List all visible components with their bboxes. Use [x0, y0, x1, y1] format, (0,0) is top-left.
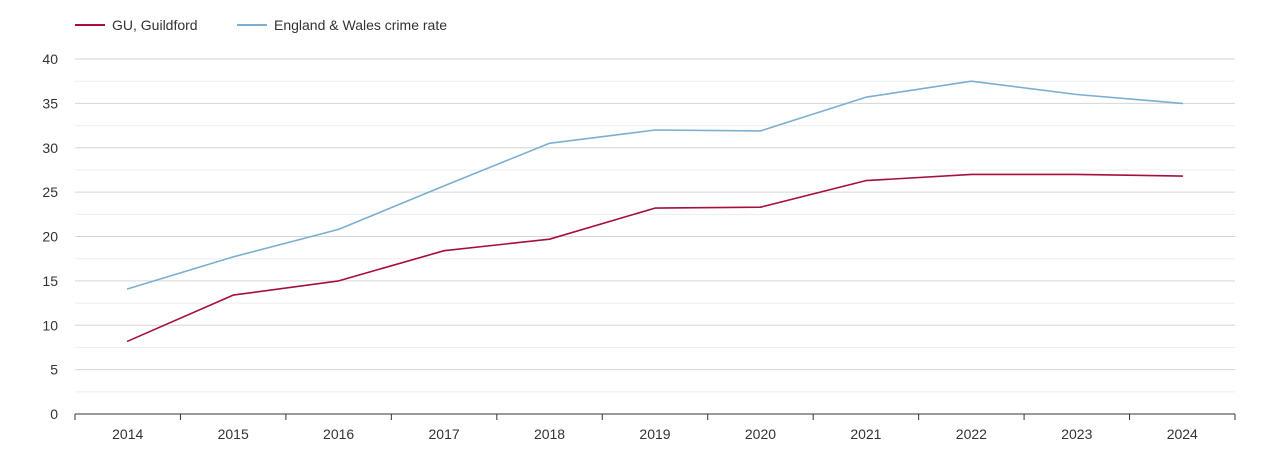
y-tick-label: 10 — [42, 317, 58, 333]
x-tick-label: 2017 — [429, 426, 460, 442]
plot-area — [126, 80, 1184, 343]
series-line-england-wales-crime-rate — [126, 80, 1184, 290]
x-tick-label: 2019 — [639, 426, 670, 442]
x-tick-label: 2023 — [1061, 426, 1092, 442]
y-tick-label: 30 — [42, 140, 58, 156]
x-tick-label: 2020 — [745, 426, 776, 442]
x-tick-label: 2018 — [534, 426, 565, 442]
legend-label: England & Wales crime rate — [274, 17, 447, 33]
x-tick-label: 2014 — [112, 426, 143, 442]
x-tick-label: 2016 — [323, 426, 354, 442]
chart-gridlines — [75, 58, 1235, 393]
y-tick-label: 5 — [50, 362, 58, 378]
x-tick-label: 2021 — [850, 426, 881, 442]
series-line-gu-guildford — [126, 173, 1184, 343]
y-axis: 0 5 10 15 20 25 30 35 40 — [42, 51, 58, 422]
legend-label: GU, Guildford — [112, 17, 198, 33]
y-tick-label: 25 — [42, 184, 58, 200]
x-tick-label: 2024 — [1167, 426, 1198, 442]
y-tick-label: 40 — [42, 51, 58, 67]
x-tick-label: 2022 — [956, 426, 987, 442]
x-axis: 2014 2015 2016 2017 2018 2019 2020 2021 2022 2023… — [74, 413, 1236, 442]
x-tick-label: 2015 — [218, 426, 249, 442]
y-tick-label: 0 — [50, 406, 58, 422]
chart-legend: GU, Guildford England & Wales crime rate — [75, 17, 447, 33]
y-tick-label: 15 — [42, 273, 58, 289]
y-tick-label: 20 — [42, 229, 58, 245]
y-tick-label: 35 — [42, 95, 58, 111]
